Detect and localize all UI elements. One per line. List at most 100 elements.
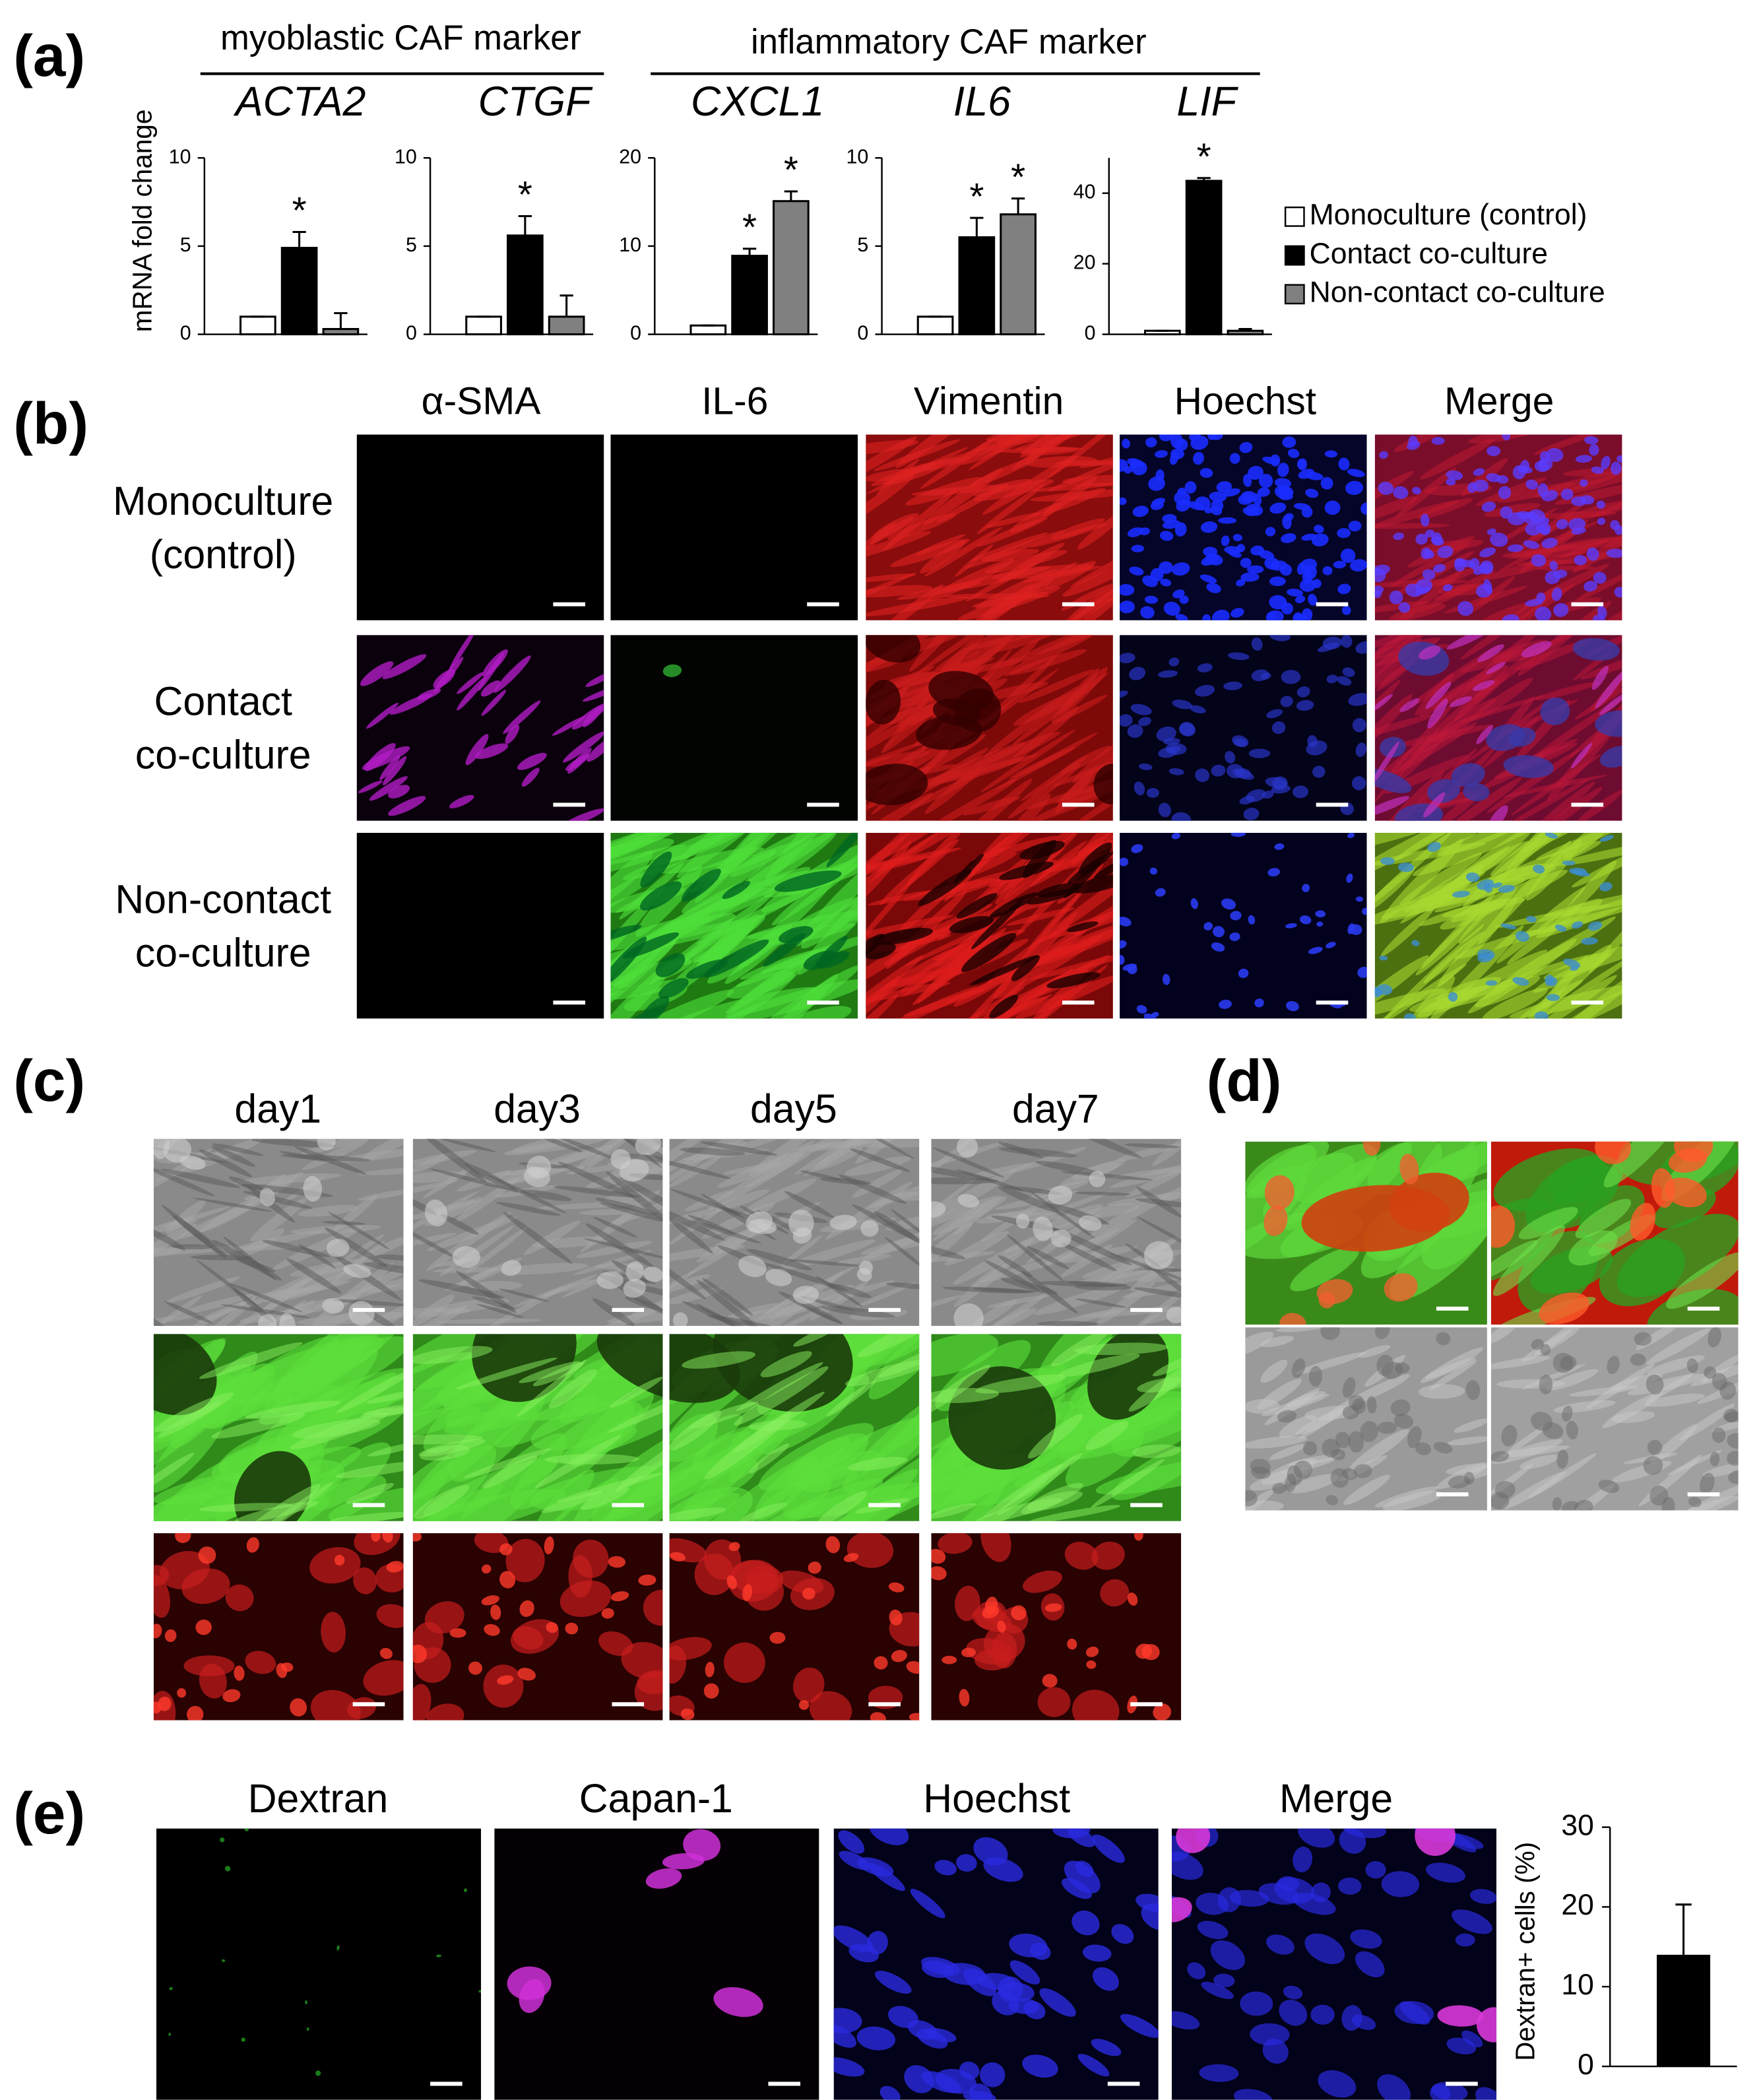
cell (1571, 496, 1587, 506)
panel-label: (e) (13, 1780, 85, 1846)
cell (866, 942, 896, 960)
cell (483, 1664, 524, 1708)
cell (412, 1644, 428, 1664)
cell (973, 478, 1032, 496)
cell (480, 680, 501, 697)
cell (1179, 595, 1189, 605)
cell (734, 1366, 829, 1426)
cell (1460, 635, 1519, 660)
bar (465, 315, 502, 336)
cell (154, 1393, 234, 1433)
cell (1170, 448, 1184, 459)
cell (970, 1292, 1048, 1327)
cell (1519, 832, 1577, 853)
cell (623, 1278, 647, 1298)
cell (866, 531, 932, 564)
bar (548, 315, 585, 336)
cell (1448, 1436, 1487, 1446)
cell (645, 1868, 682, 1889)
cell (382, 1533, 393, 1543)
cell (732, 1391, 825, 1454)
cell (817, 1491, 868, 1521)
bar (1000, 213, 1037, 336)
cell (606, 1171, 663, 1227)
cell (1395, 467, 1457, 518)
cell (487, 1175, 567, 1214)
cell (1091, 2039, 1122, 2056)
cell (1587, 921, 1603, 931)
cell (375, 1255, 404, 1261)
cell (1476, 583, 1493, 598)
cell (544, 1454, 639, 1464)
cell (1311, 533, 1329, 546)
cell (331, 1299, 404, 1307)
cell (997, 1453, 1083, 1516)
cell (786, 1259, 860, 1266)
cell (1614, 587, 1622, 598)
micrograph (1172, 1828, 1497, 2100)
cell (1381, 1362, 1403, 1379)
cell (1337, 528, 1351, 539)
y-tick-label: 30 (1561, 1809, 1594, 1841)
error-bar (334, 312, 348, 329)
cell (866, 870, 921, 951)
cell (1379, 955, 1388, 961)
cell (163, 1138, 192, 1163)
cell (1269, 1443, 1306, 1460)
group-header: inflammatory CAF marker (751, 22, 1147, 61)
cell (890, 539, 971, 568)
cell (1245, 1500, 1285, 1511)
cell (436, 1954, 442, 1957)
cell (1067, 851, 1113, 884)
cell (1423, 549, 1434, 559)
cell (375, 1563, 404, 1592)
cell (418, 1279, 505, 1299)
cell (1390, 1399, 1411, 1416)
column-header: Hoechst (1174, 379, 1316, 422)
cell (1259, 473, 1273, 488)
cell (669, 1157, 731, 1179)
cell (1085, 1647, 1099, 1657)
y-tick-label: 20 (1073, 252, 1096, 274)
cell (888, 1582, 905, 1592)
cell (680, 1147, 746, 1156)
cell (1279, 1313, 1306, 1325)
cell (1279, 1415, 1317, 1438)
cell (1374, 500, 1459, 529)
cell (1562, 860, 1576, 866)
cell (1299, 915, 1312, 925)
cell (1037, 1687, 1071, 1717)
cell (748, 1218, 777, 1234)
cell (499, 1543, 513, 1556)
cell (1393, 1414, 1414, 1429)
cell (1440, 898, 1507, 930)
cell (1374, 832, 1454, 852)
micrograph (866, 832, 1113, 1019)
cell (1302, 608, 1313, 620)
cell (1350, 1929, 1382, 1949)
cell (1428, 832, 1485, 851)
column-header: α-SMA (422, 379, 542, 422)
cell (412, 1434, 483, 1445)
panel-label: (d) (1207, 1047, 1282, 1113)
cell (1551, 587, 1562, 601)
cell (1571, 527, 1586, 535)
cell (1539, 451, 1550, 463)
cell (1027, 888, 1078, 905)
cell (784, 1191, 835, 1218)
cell (611, 989, 734, 1019)
cell (582, 684, 604, 702)
cell (571, 702, 604, 730)
cell (546, 1148, 602, 1166)
cell (1596, 500, 1606, 509)
cell (1246, 565, 1264, 574)
cell (1258, 1883, 1299, 1905)
cell (1425, 682, 1452, 709)
cell (934, 1860, 957, 1876)
cell (926, 754, 1038, 787)
cell (1075, 1860, 1094, 1877)
y-tick-label: 5 (180, 234, 191, 256)
cell (1445, 777, 1522, 821)
cell (1358, 1345, 1391, 1358)
cell (1240, 572, 1260, 582)
